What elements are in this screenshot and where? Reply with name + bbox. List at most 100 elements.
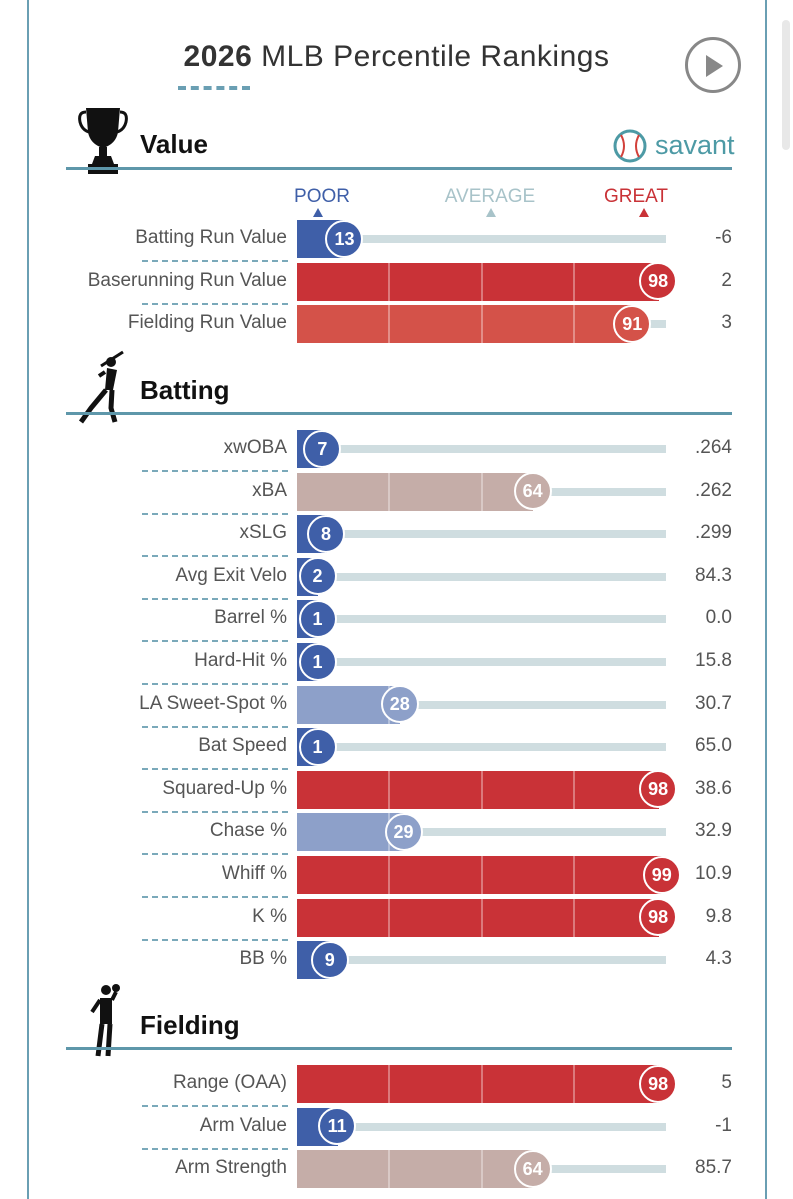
percentile-bubble[interactable]: 11 xyxy=(318,1107,357,1146)
percentile-track xyxy=(297,572,666,581)
percentile-bubble[interactable]: 1 xyxy=(298,727,337,766)
quartile-gridline xyxy=(572,856,575,894)
quartile-gridline xyxy=(572,898,575,937)
metric-label: Whiff % xyxy=(221,863,287,884)
percentile-bar[interactable] xyxy=(297,1065,659,1103)
metric-label: Hard-Hit % xyxy=(194,650,287,671)
percentile-track xyxy=(297,743,666,752)
metric-label: Fielding Run Value xyxy=(127,312,287,334)
quartile-gridline xyxy=(388,1150,391,1189)
batter-icon xyxy=(77,350,129,429)
section-divider-batting xyxy=(66,412,732,415)
percentile-bubble[interactable]: 13 xyxy=(325,219,364,258)
fielder-icon xyxy=(84,984,124,1063)
scrollbar-thumb[interactable] xyxy=(782,20,790,150)
metric-label: Arm Value xyxy=(199,1114,287,1136)
row-separator xyxy=(142,1147,288,1150)
section-title-value: Value xyxy=(140,129,208,159)
quartile-gridline xyxy=(480,1065,483,1103)
section-divider-value xyxy=(66,167,732,170)
percentile-bubble[interactable]: 29 xyxy=(384,812,423,851)
percentile-track xyxy=(297,235,666,243)
row-separator xyxy=(142,555,288,558)
quartile-gridline xyxy=(480,856,483,894)
percentile-bubble[interactable]: 2 xyxy=(298,557,337,596)
row-separator xyxy=(142,810,288,813)
percentile-bar[interactable] xyxy=(297,898,659,937)
percentile-track xyxy=(297,1122,666,1131)
metric-value: 38.6 xyxy=(695,777,732,799)
scale-label-great: GREAT xyxy=(603,186,669,207)
play-button[interactable] xyxy=(685,37,741,93)
percentile-bubble[interactable]: 98 xyxy=(639,898,678,937)
metric-value: 30.7 xyxy=(695,692,732,714)
metric-value: -1 xyxy=(715,1114,732,1136)
quartile-gridline xyxy=(572,305,575,344)
metric-label: Squared-Up % xyxy=(162,777,287,799)
percentile-bar[interactable] xyxy=(297,472,534,511)
section-title-batting: Batting xyxy=(140,375,230,405)
percentile-bubble[interactable]: 9 xyxy=(310,940,349,979)
percentile-bubble[interactable]: 8 xyxy=(307,514,346,553)
metric-label: Avg Exit Velo xyxy=(175,564,287,586)
metric-label: Batting Run Value xyxy=(135,227,287,248)
quartile-gridline xyxy=(388,472,391,511)
metric-label: Chase % xyxy=(209,820,287,842)
scale-marker-average xyxy=(486,208,496,217)
row-separator xyxy=(142,725,288,728)
metric-value: 4.3 xyxy=(705,948,732,970)
quartile-gridline xyxy=(388,856,391,894)
quartile-gridline xyxy=(480,770,483,809)
percentile-track xyxy=(297,700,666,709)
play-icon xyxy=(706,55,723,77)
metric-value: 10.9 xyxy=(695,863,732,884)
metric-label: K % xyxy=(252,905,287,927)
row-separator xyxy=(142,768,288,771)
section-divider-fielding xyxy=(66,1047,732,1050)
percentile-bar[interactable] xyxy=(297,770,659,809)
percentile-bubble[interactable]: 1 xyxy=(298,599,337,638)
quartile-gridline xyxy=(480,305,483,344)
percentile-bar[interactable] xyxy=(297,262,659,301)
metric-value: 65.0 xyxy=(695,735,732,757)
percentile-bar[interactable] xyxy=(297,1150,534,1189)
row-separator xyxy=(142,260,288,262)
metric-value: .262 xyxy=(695,479,732,501)
percentile-bubble[interactable]: 98 xyxy=(639,1064,678,1103)
metric-value: .264 xyxy=(695,437,732,458)
percentile-track xyxy=(297,615,666,624)
metric-label: BB % xyxy=(239,948,287,970)
baseball-icon xyxy=(613,129,647,163)
row-separator xyxy=(142,302,288,305)
percentile-track xyxy=(297,956,666,965)
metric-value: 84.3 xyxy=(695,564,732,586)
percentile-bubble[interactable]: 98 xyxy=(639,770,678,809)
row-separator xyxy=(142,512,288,515)
percentile-bubble[interactable]: 91 xyxy=(613,304,652,343)
percentile-bar[interactable] xyxy=(297,305,633,344)
metric-value: 3 xyxy=(721,312,732,334)
row-separator xyxy=(142,896,288,898)
row-separator xyxy=(142,597,288,600)
row-separator xyxy=(142,640,288,643)
percentile-bubble[interactable]: 98 xyxy=(639,262,678,301)
quartile-gridline xyxy=(480,1150,483,1189)
percentile-bubble[interactable]: 1 xyxy=(298,642,337,681)
quartile-gridline xyxy=(572,1065,575,1103)
title-year: 2026 xyxy=(183,40,253,73)
scale-marker-poor xyxy=(313,208,323,217)
quartile-gridline xyxy=(480,472,483,511)
percentile-bar[interactable] xyxy=(297,856,663,894)
quartile-gridline xyxy=(480,262,483,301)
percentile-bubble[interactable]: 99 xyxy=(642,855,681,894)
metric-value: 15.8 xyxy=(695,650,732,671)
percentile-track xyxy=(297,445,666,453)
frame-left-border xyxy=(27,0,29,1199)
percentile-bubble[interactable]: 64 xyxy=(513,1149,552,1188)
quartile-gridline xyxy=(572,262,575,301)
percentile-bubble[interactable]: 7 xyxy=(303,429,342,468)
percentile-bubble[interactable]: 64 xyxy=(513,472,552,511)
metric-value: 0.0 xyxy=(705,607,732,629)
percentile-bubble[interactable]: 28 xyxy=(380,685,419,724)
section-title-fielding: Fielding xyxy=(140,1010,240,1040)
